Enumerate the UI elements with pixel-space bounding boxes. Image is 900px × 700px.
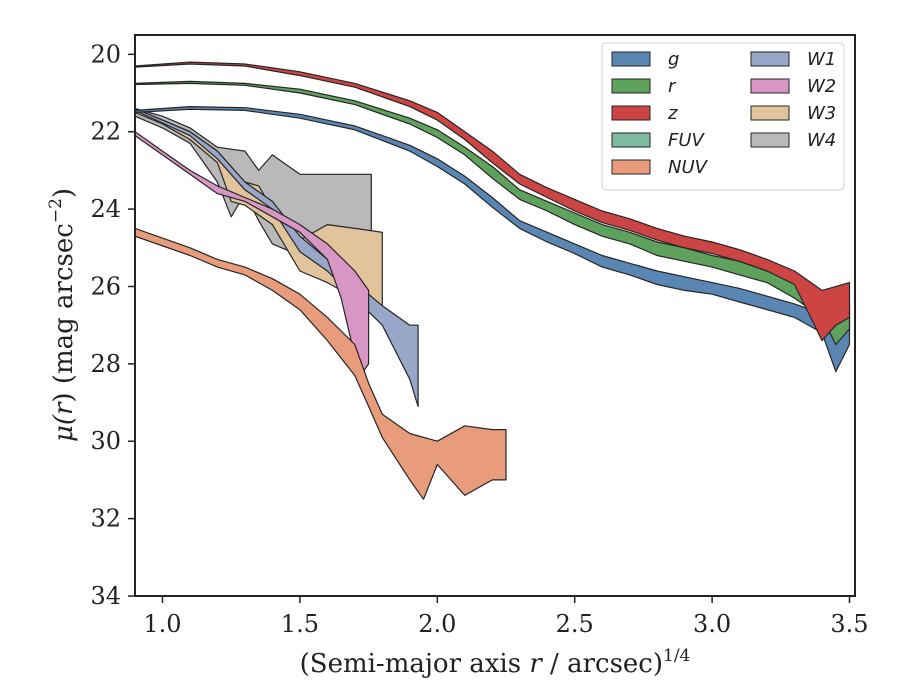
band-NUV [135, 227, 507, 500]
x-tick-label: 2.5 [556, 610, 594, 638]
legend-swatch [611, 105, 651, 121]
legend-swatch [750, 132, 790, 148]
x-tick-label: 3.0 [693, 610, 731, 638]
plot-frame [134, 34, 856, 597]
y-axis-label: μ(r) (mag arcsec−2) [46, 188, 79, 442]
x-tick-label: 1.5 [281, 610, 319, 638]
legend-label: W3 [807, 103, 836, 124]
legend-swatch [750, 51, 790, 67]
legend-label: r [668, 76, 677, 97]
legend-label: FUV [668, 130, 706, 151]
band-z [135, 61, 851, 342]
x-tick-label: 3.5 [830, 610, 868, 638]
legend-swatch [750, 105, 790, 121]
legend-swatch [750, 78, 790, 94]
x-tick-label: 2.0 [418, 610, 456, 638]
x-axis-label: (Semi-major axis r / arcsec)1/4 [300, 646, 691, 679]
y-axis: 20 22 24 26 28 30 32 34 [90, 40, 135, 610]
legend-label: g [668, 49, 679, 70]
band-g [135, 105, 851, 373]
legend-swatch [611, 51, 651, 67]
band-r [135, 80, 851, 346]
y-tick-label: 26 [90, 272, 121, 300]
legend-label: z [667, 103, 678, 124]
x-tick-label: 1.0 [143, 610, 181, 638]
y-tick-label: 30 [90, 427, 121, 455]
legend-label: W4 [807, 130, 836, 151]
y-tick-label: 28 [90, 350, 121, 378]
legend-label: W2 [807, 76, 836, 97]
y-tick-label: 20 [90, 40, 121, 68]
legend-label: NUV [668, 157, 709, 178]
legend-swatch [611, 78, 651, 94]
y-tick-label: 22 [90, 118, 121, 146]
series-bands [135, 61, 851, 500]
band-W1 [135, 107, 419, 407]
y-tick-label: 24 [90, 195, 121, 223]
legend: grz FUV NUV W1 W2 W3 W4 [601, 42, 845, 191]
legend-label: W1 [807, 49, 836, 70]
x-axis: 1.0 1.5 2.0 2.5 3.0 3.5 [143, 596, 869, 638]
legend-swatch [611, 159, 651, 175]
y-tick-label: 32 [90, 505, 121, 533]
legend-swatch [611, 132, 651, 148]
y-tick-label: 34 [90, 582, 121, 610]
